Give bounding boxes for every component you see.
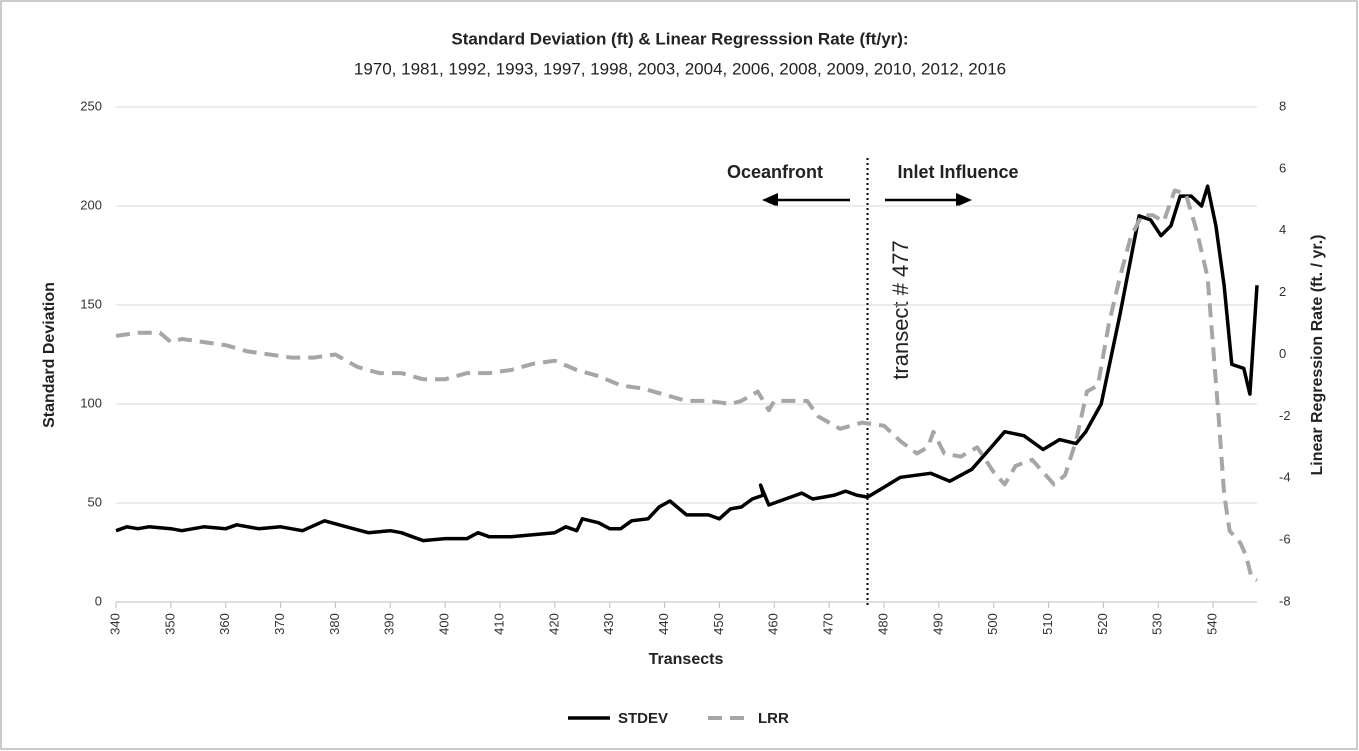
legend-label: LRR <box>758 710 789 727</box>
series-line <box>115 188 1258 583</box>
y2-tick-label: -2 <box>1279 408 1291 423</box>
x-tick-label: 410 <box>491 613 506 635</box>
arrow-head <box>762 193 778 207</box>
y-tick-label: 100 <box>80 395 102 410</box>
x-tick-label: 510 <box>1040 613 1055 635</box>
x-tick-label: 370 <box>272 613 287 635</box>
y2-tick-label: -6 <box>1279 532 1291 547</box>
x-tick-label: 540 <box>1205 613 1220 635</box>
x-tick-label: 350 <box>162 613 177 635</box>
arrow-head <box>956 193 972 207</box>
y2-tick-label: -4 <box>1279 470 1291 485</box>
y-tick-label: 250 <box>80 98 102 113</box>
y2-axis-label: Linear Regression Rate (ft. / yr.) <box>1309 235 1326 476</box>
x-tick-label: 390 <box>382 613 397 635</box>
chart-subtitle: 1970, 1981, 1992, 1993, 1997, 1998, 2003… <box>354 59 1006 78</box>
x-tick-label: 490 <box>930 613 945 635</box>
annotation: Inlet Influence <box>897 162 1018 182</box>
x-tick-label: 340 <box>107 613 122 635</box>
y2-tick-label: 2 <box>1279 284 1286 299</box>
y-tick-label: 150 <box>80 296 102 311</box>
annotation: transect # 477 <box>888 240 913 379</box>
x-tick-label: 420 <box>546 613 561 635</box>
y-axis-label: Standard Deviation <box>41 282 58 428</box>
x-tick-label: 360 <box>217 613 232 635</box>
y2-tick-label: 0 <box>1279 346 1286 361</box>
y-tick-label: 50 <box>88 494 102 509</box>
x-tick-label: 500 <box>985 613 1000 635</box>
annotation: Oceanfront <box>727 162 823 182</box>
chart-title: Standard Deviation (ft) & Linear Regress… <box>451 29 908 48</box>
x-tick-label: 520 <box>1095 613 1110 635</box>
x-tick-label: 480 <box>875 613 890 635</box>
x-tick-label: 530 <box>1150 613 1165 635</box>
legend-label: STDEV <box>618 710 668 727</box>
y-tick-label: 0 <box>95 593 102 608</box>
x-tick-label: 470 <box>821 613 836 635</box>
x-tick-label: 430 <box>601 613 616 635</box>
x-tick-label: 440 <box>656 613 671 635</box>
x-tick-label: 450 <box>711 613 726 635</box>
x-tick-label: 380 <box>327 613 342 635</box>
y2-tick-label: -8 <box>1279 593 1291 608</box>
y2-tick-label: 4 <box>1279 222 1286 237</box>
y-tick-label: 200 <box>80 197 102 212</box>
y2-tick-label: 6 <box>1279 160 1286 175</box>
arrows <box>762 193 972 207</box>
y2-tick-label: 8 <box>1279 98 1286 113</box>
series-line <box>115 184 1259 543</box>
x-tick-label: 460 <box>766 613 781 635</box>
x-tick-label: 400 <box>437 613 452 635</box>
x-axis-label: Transects <box>649 651 724 668</box>
